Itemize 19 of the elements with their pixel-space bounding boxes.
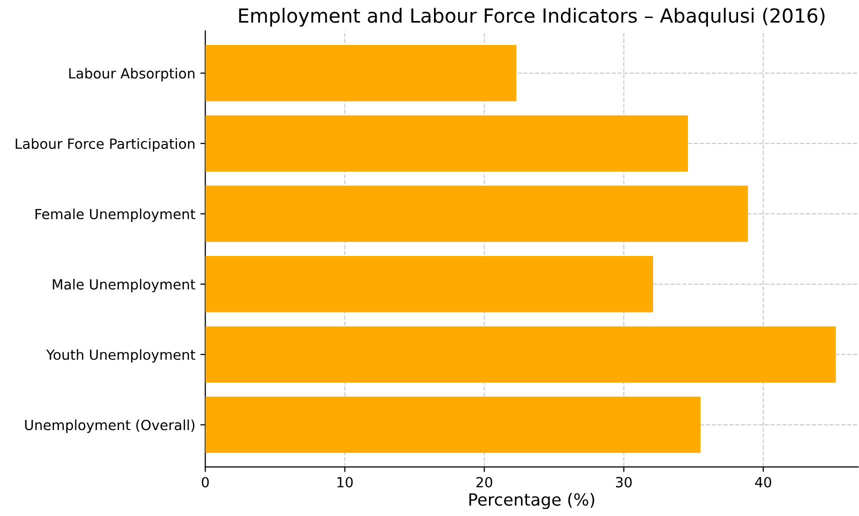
y-tick-label: Male Unemployment xyxy=(52,278,196,292)
y-tick-label: Unemployment (Overall) xyxy=(25,420,194,433)
bar xyxy=(205,45,516,102)
chart-title: Employment and Labour Force Indicators – Abaqulusi (2016) xyxy=(239,8,824,27)
x-tick-label: 30 xyxy=(616,476,632,488)
y-tick-label: Labour Force Participation xyxy=(16,138,194,152)
x-tick-label: 40 xyxy=(755,476,772,488)
x-tick-label: 0 xyxy=(202,476,209,488)
bar xyxy=(205,186,748,242)
y-tick-label: Youth Unemployment xyxy=(46,349,196,363)
y-tick-label: Female Unemployment xyxy=(36,208,196,222)
x-tick-label: 10 xyxy=(337,476,353,488)
bar xyxy=(205,115,688,172)
bar xyxy=(205,326,836,383)
x-tick-label: 20 xyxy=(476,476,492,488)
bar xyxy=(205,256,654,312)
x-axis-title: Percentage (%) xyxy=(469,492,594,510)
bar xyxy=(205,396,701,453)
y-tick-label: Labour Absorption xyxy=(69,68,194,82)
